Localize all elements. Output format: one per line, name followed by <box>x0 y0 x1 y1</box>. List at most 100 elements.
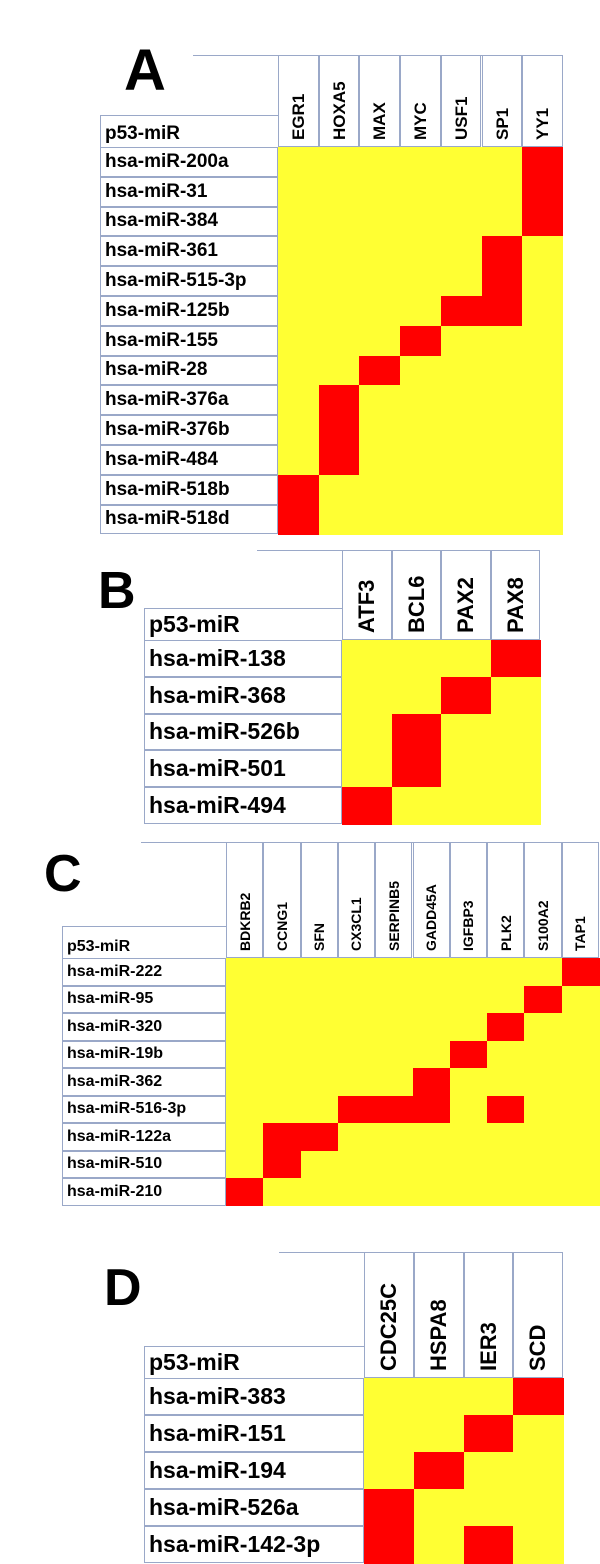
heatmap-cell-on <box>364 1526 415 1564</box>
heatmap-cell-on <box>400 325 442 357</box>
heatmap-cell-off <box>278 385 320 416</box>
heatmap-cell-off <box>440 415 483 446</box>
heatmap-cell-on <box>391 713 442 751</box>
heatmap-cell-off <box>513 1415 564 1453</box>
panel-c-col-label: SFN <box>311 923 328 951</box>
heatmap-cell-on <box>318 445 360 476</box>
panel-b-col-label: ATF3 <box>354 579 379 633</box>
panel-b-row-label: hsa-miR-526b <box>144 713 342 751</box>
panel-c-col-label: S100A2 <box>534 900 551 951</box>
panel-b-row-label: hsa-miR-138 <box>144 640 342 677</box>
heatmap-cell-off <box>337 1150 376 1179</box>
heatmap-cell-off <box>412 1150 451 1179</box>
panel-c-col-label: GADD45A <box>423 884 439 951</box>
heatmap-cell-off <box>449 1095 488 1124</box>
heatmap-cell-off <box>375 1013 414 1042</box>
heatmap-cell-off <box>522 445 564 476</box>
panel-a-row-header: p53-miR <box>100 115 278 147</box>
heatmap-cell-off <box>487 958 525 987</box>
heatmap-cell-off <box>400 355 442 386</box>
heatmap-cell-off <box>278 445 320 476</box>
heatmap-cell-off <box>375 985 414 1014</box>
heatmap-cell-off <box>375 958 414 987</box>
panel-a-col-header: HOXA5 <box>318 55 360 147</box>
panel-a-row-label: hsa-miR-125b <box>100 296 278 326</box>
heatmap-cell-on <box>522 206 564 237</box>
panel-a-col-label: MAX <box>370 102 390 140</box>
panel-c-col-header: PLK2 <box>487 842 525 958</box>
panel-c-row-label: hsa-miR-95 <box>62 985 226 1013</box>
heatmap-cell-off <box>463 1452 514 1490</box>
heatmap-cell-off <box>278 236 320 267</box>
panel-b-row-header: p53-miR <box>144 608 342 640</box>
heatmap-cell-off <box>318 206 360 237</box>
panel-c-row-label: hsa-miR-222 <box>62 958 226 986</box>
panel-a-row-label: hsa-miR-31 <box>100 176 278 207</box>
heatmap-cell-off <box>318 355 360 386</box>
heatmap-cell-off <box>226 1150 264 1179</box>
heatmap-cell-off <box>524 1095 563 1124</box>
panel-c-col-header: SERPINB5 <box>375 842 413 958</box>
heatmap-cell-off <box>226 1068 264 1097</box>
heatmap-cell-on <box>463 1415 514 1453</box>
heatmap-cell-off <box>522 474 564 506</box>
heatmap-cell-off <box>561 1068 600 1097</box>
heatmap-cell-off <box>449 1068 488 1097</box>
panel-c-row-label: hsa-miR-210 <box>62 1178 226 1206</box>
heatmap-cell-off <box>375 1123 414 1152</box>
heatmap-cell-off <box>440 206 483 237</box>
heatmap-cell-off <box>400 385 442 416</box>
panel-c-col-label: CCNG1 <box>273 901 290 951</box>
heatmap-cell-off <box>513 1526 564 1564</box>
heatmap-cell-off <box>413 1489 465 1527</box>
heatmap-cell-on <box>226 1178 264 1207</box>
panel-c-col-header: CX3CL1 <box>337 842 376 958</box>
panel-c-row-label: hsa-miR-320 <box>62 1013 226 1041</box>
heatmap-cell-off <box>561 985 600 1014</box>
heatmap-cell-off <box>359 474 401 506</box>
panel-a-row-label: hsa-miR-200a <box>100 147 278 177</box>
heatmap-cell-on <box>278 474 320 506</box>
heatmap-cell-off <box>440 176 483 208</box>
heatmap-cell-off <box>440 445 483 476</box>
heatmap-cell-on <box>359 355 401 386</box>
heatmap-cell-on <box>490 640 541 678</box>
heatmap-cell-off <box>522 236 564 267</box>
panel-b-col-label: PAX8 <box>502 577 528 633</box>
panel-a-row-label: hsa-miR-518d <box>100 504 278 535</box>
heatmap-cell-on <box>522 176 564 208</box>
heatmap-cell-on <box>441 676 492 715</box>
heatmap-cell-off <box>490 676 541 715</box>
panel-c-row-label: hsa-miR-510 <box>62 1150 226 1178</box>
panel-a-row-label: hsa-miR-518b <box>100 474 278 505</box>
heatmap-cell-on <box>440 296 483 327</box>
heatmap-cell-off <box>440 474 483 506</box>
heatmap-cell-off <box>490 750 541 788</box>
heatmap-cell-off <box>481 206 523 237</box>
heatmap-cell-off <box>375 1150 414 1179</box>
panel-c-col-header: CCNG1 <box>263 842 301 958</box>
panel-c-col-header: BDKRB2 <box>226 842 264 958</box>
panel-d-row-label: hsa-miR-142-3p <box>144 1526 364 1563</box>
panel-c-letter: C <box>44 845 82 903</box>
heatmap-cell-on <box>364 1489 415 1527</box>
heatmap-cell-off <box>561 1095 600 1124</box>
panel-d-col-header: IER3 <box>463 1252 514 1378</box>
heatmap-cell-off <box>481 385 523 416</box>
heatmap-cell-off <box>561 1013 600 1042</box>
heatmap-cell-on <box>412 1068 451 1097</box>
heatmap-cell-off <box>522 296 564 327</box>
panel-c-col-header: TAP1 <box>561 842 599 958</box>
heatmap-cell-off <box>412 1013 451 1042</box>
heatmap-cell-off <box>463 1489 514 1527</box>
heatmap-cell-on <box>487 1013 525 1042</box>
panel-b-col-header: PAX8 <box>490 550 540 640</box>
heatmap-cell-off <box>359 147 401 178</box>
heatmap-cell-off <box>522 266 564 297</box>
heatmap-cell-off <box>359 325 401 357</box>
panel-d-row-label: hsa-miR-526a <box>144 1489 364 1526</box>
heatmap-cell-off <box>278 325 320 357</box>
panel-a-col-header: SP1 <box>481 55 523 147</box>
panel-d-row-label: hsa-miR-151 <box>144 1415 364 1452</box>
heatmap-cell-off <box>440 504 483 535</box>
